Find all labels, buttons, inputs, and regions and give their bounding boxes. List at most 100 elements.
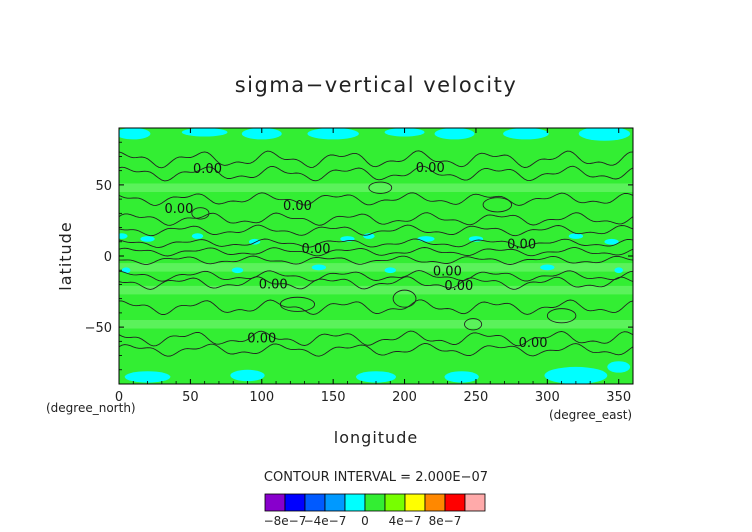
negative-region [614, 267, 624, 274]
contour-label: 0.00 [193, 162, 222, 177]
contour-line [119, 255, 633, 265]
contour-line [119, 276, 633, 290]
contour-line [119, 224, 633, 237]
contour-interval-note: CONTOUR INTERVAL = 2.000E−07 [264, 470, 488, 485]
negative-region [544, 366, 608, 384]
y-tick-label: 0 [104, 250, 112, 265]
x-tick-label: 250 [464, 390, 489, 405]
x-tick-label: 100 [249, 390, 274, 405]
contour-loop [279, 296, 316, 312]
contour-loop [392, 289, 417, 308]
contour-line [119, 238, 633, 248]
negative-region [181, 128, 228, 137]
contour-line [119, 270, 633, 282]
negative-region [384, 267, 396, 274]
negative-region [468, 236, 484, 242]
contour-label: 0.00 [444, 279, 473, 294]
colorbar-tick-label: 8e−7 [429, 514, 462, 528]
contour-label: 0.00 [433, 265, 462, 280]
contour-loop [368, 181, 393, 194]
contour-label: 0.00 [302, 242, 331, 257]
colorbar-tick-label: −4e−7 [304, 514, 347, 528]
field-band [119, 183, 633, 192]
contour-label: 0.00 [164, 202, 193, 217]
contour-loop [464, 318, 483, 331]
negative-region [241, 128, 282, 140]
contour-lines [119, 150, 633, 357]
negative-region [119, 233, 128, 239]
contour-label: 0.00 [259, 277, 288, 292]
contour-line [119, 330, 633, 347]
field-band [119, 285, 633, 295]
colorbar-swatch [304, 493, 326, 512]
negative-region [434, 128, 475, 140]
colorbar-tick-label: 0 [361, 514, 369, 528]
contour-label: 0.00 [283, 199, 312, 214]
negative-region [444, 371, 479, 383]
negative-region [607, 361, 631, 373]
contour-line [119, 343, 633, 357]
y-axis-ticks: 50 0 −50 [85, 141, 633, 371]
contour-line [119, 192, 633, 206]
negative-region [124, 371, 171, 383]
negative-region [248, 238, 261, 245]
negative-region [140, 236, 155, 242]
negative-region [568, 233, 584, 239]
negative-region [503, 128, 549, 140]
negative-region [121, 267, 131, 274]
negative-region [230, 369, 265, 382]
y-tick-label: 50 [95, 179, 112, 194]
negative-region [356, 371, 396, 383]
colorbar-swatch [264, 493, 286, 512]
contour-loop [482, 197, 513, 213]
colorbar-swatch [444, 493, 466, 512]
contour-labels: 0.000.00 0.000.000.00 0.000.000.00 0.000.00… [164, 161, 547, 351]
x-tick-label: 0 [115, 390, 123, 405]
colorbar-tick-label: −8e−7 [264, 514, 307, 528]
plot-background [119, 128, 633, 384]
field-band [119, 263, 633, 272]
contour-line [119, 212, 633, 226]
negative-region [191, 233, 204, 239]
negative-region [363, 233, 375, 239]
contour-line [119, 299, 633, 315]
colorbar-swatch [384, 493, 406, 512]
colorbar-swatch [284, 493, 306, 512]
contour-label: 0.00 [507, 238, 536, 253]
colorbar: −8e−7−4e−7 0 4e−7 8e−7 [264, 493, 486, 528]
x-axis-label: longitude [334, 428, 418, 447]
x-tick-label: 50 [182, 390, 199, 405]
field-band [119, 320, 633, 329]
contour-loop [191, 207, 210, 220]
colorbar-tick-label: 4e−7 [389, 514, 422, 528]
colorbar-swatch [364, 493, 386, 512]
x-tick-label: 200 [392, 390, 417, 405]
colorbar-swatch [344, 493, 366, 512]
negative-region [119, 128, 151, 140]
colorbar-swatch [324, 493, 346, 512]
contour-label: 0.00 [519, 336, 548, 351]
x-tick-label: 350 [606, 390, 631, 405]
negative-region [578, 128, 631, 141]
negative-region [311, 264, 327, 271]
contour-label: 0.00 [416, 161, 445, 176]
chart-title: sigma−vertical velocity [235, 73, 518, 97]
negative-region [540, 264, 555, 271]
colorbar-swatch [424, 493, 446, 512]
negative-region [417, 236, 435, 242]
x-tick-label: 150 [321, 390, 346, 405]
contour-line [119, 247, 633, 257]
contour-label: 0.00 [247, 331, 276, 346]
contour-line [119, 165, 633, 182]
negative-region [604, 238, 619, 245]
contour-line [119, 150, 633, 169]
plot-area: 0.000.00 0.000.000.00 0.000.000.00 0.000.00… [85, 127, 634, 405]
contour-loop [546, 308, 577, 324]
negative-region [231, 267, 244, 274]
x-axis-ticks: 0 50 100 150 200 250 300 350 [115, 128, 631, 405]
negative-region [307, 128, 359, 140]
y-unit-label: (degree_north) [46, 401, 136, 415]
y-axis-label: latitude [56, 221, 75, 290]
x-unit-label: (degree_east) [549, 408, 632, 422]
